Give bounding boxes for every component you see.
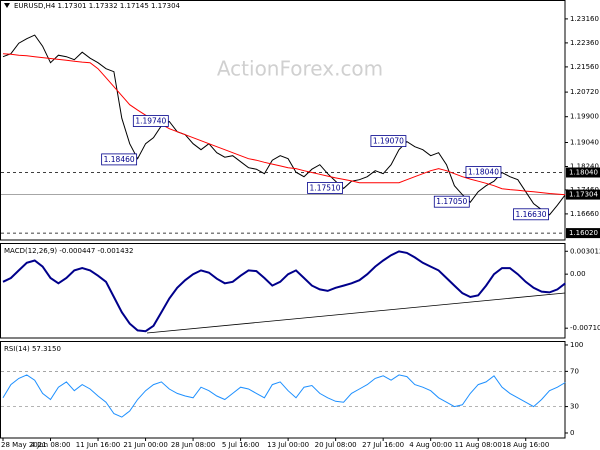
x-tick-label: 13 Jul 00:00 [267, 441, 309, 449]
annotation-label: 1.18460 [104, 155, 135, 164]
y-tick-label: 0.003012 [570, 247, 600, 255]
macd-frame [0, 243, 566, 339]
annotation-box [101, 153, 138, 166]
y-tick-label: 30 [570, 403, 579, 411]
y-tick-label: 1.20720 [570, 88, 599, 96]
y-tick-label: 1.19900 [570, 113, 599, 121]
main-frame [0, 0, 566, 241]
x-tick-label: 28 May 2021 [1, 441, 47, 449]
annotation-box [513, 208, 549, 221]
y-tick-label: 70 [570, 367, 579, 375]
annotation-label: 1.16630 [515, 210, 546, 219]
y-tick-label: 0.00 [570, 270, 586, 278]
price-tag-label: 1.16020 [569, 229, 598, 237]
y-tick-label: 1.16660 [570, 210, 599, 218]
annotation-box [307, 181, 343, 194]
annotation-label: 1.17050 [436, 197, 467, 206]
y-tick-label: 1.18240 [570, 163, 599, 171]
x-tick-label: 20 Jul 08:00 [315, 441, 357, 449]
annotation-label: 1.19740 [135, 117, 166, 126]
price-tag [566, 167, 600, 178]
panel-title: RSI(14) 57.3150 [4, 345, 61, 353]
y-tick-label: -0.007109 [570, 324, 600, 332]
price-tag-label: 1.17304 [569, 191, 598, 199]
x-tick-label: 4 Aug 00:00 [409, 441, 452, 449]
x-tick-label: 18 Aug 16:00 [502, 441, 549, 449]
y-tick-label: 1.22360 [570, 39, 599, 47]
price-tag-label: 1.18040 [569, 169, 598, 177]
symbol-icon [4, 3, 10, 8]
x-tick-label: 11 Jun 16:00 [76, 441, 120, 449]
x-tick-label: 21 Jun 00:00 [123, 441, 167, 449]
y-tick-label: 1.23160 [570, 15, 599, 23]
annotation-label: 1.19070 [373, 137, 404, 146]
annotation-box [370, 135, 407, 148]
y-tick-label: 1.19040 [570, 139, 599, 147]
annotation-box [465, 166, 502, 178]
x-tick-label: 11 Aug 08:00 [455, 441, 502, 449]
x-tick-label: 4 Jun 08:00 [31, 441, 71, 449]
series-line [2, 374, 566, 418]
annotation-label: 1.17510 [310, 183, 341, 192]
x-tick-label: 27 Jul 16:00 [362, 441, 404, 449]
series-line [2, 250, 566, 333]
annotation-box [132, 115, 169, 127]
series-line [2, 53, 566, 196]
trend-line [146, 292, 566, 334]
y-tick-label: 1.21560 [570, 63, 599, 71]
series-line [2, 34, 566, 216]
x-tick-label: 5 Jul 16:00 [222, 441, 260, 449]
x-tick-label: 28 Jun 08:00 [171, 441, 215, 449]
price-tag [566, 228, 600, 239]
watermark: ActionForex.com [217, 57, 383, 81]
annotation-label: 1.18040 [468, 168, 499, 177]
y-tick-label: 0 [570, 429, 574, 437]
panel-title: MACD(12,26,9) -0.000447 -0.001432 [4, 247, 133, 255]
annotation-box [433, 195, 470, 208]
panel-title: EURUSD,H4 1.17301 1.17332 1.17145 1.1730… [14, 2, 181, 10]
price-tag [566, 189, 600, 200]
rsi-frame [0, 341, 566, 439]
y-tick-label: 100 [570, 341, 583, 349]
